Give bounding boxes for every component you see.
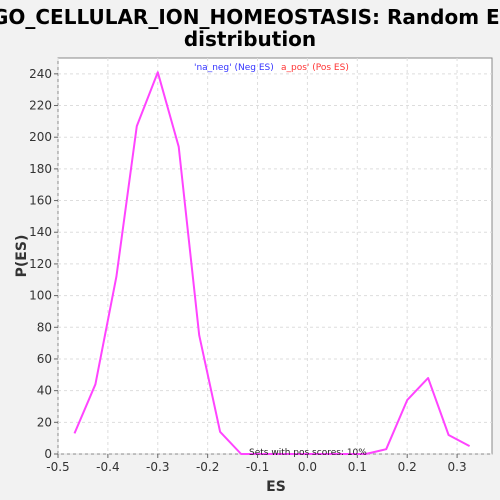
y-tick-label: 240 — [29, 67, 52, 81]
x-tick-label: 0.2 — [398, 460, 417, 474]
x-tick-label: -0.4 — [96, 460, 119, 474]
y-tick-label: 80 — [37, 320, 52, 334]
series-line — [73, 71, 471, 455]
y-tick-label: 160 — [29, 194, 52, 208]
legend-neg-es: 'na_neg' (Neg ES) — [194, 63, 274, 73]
y-tick-label: 180 — [29, 162, 52, 176]
y-axis-label: P(ES) — [14, 235, 30, 278]
y-tick-label: 120 — [29, 257, 52, 271]
x-tick-label: 0.1 — [348, 460, 367, 474]
sets-pos-scores-annotation: Sets with pos scores: 10% — [249, 448, 367, 458]
series-es-distribution — [73, 71, 471, 455]
x-tick-label: -0.5 — [46, 460, 69, 474]
x-tick-label: -0.3 — [146, 460, 169, 474]
x-tick-label: 0.0 — [298, 460, 317, 474]
x-tick-label: -0.1 — [246, 460, 269, 474]
chart-title-line-1: GO_CELLULAR_ION_HOMEOSTASIS: Random ES — [0, 5, 500, 29]
y-tick-label: 200 — [29, 130, 52, 144]
y-tick-label: 60 — [37, 352, 52, 366]
y-tick-label: 20 — [37, 415, 52, 429]
y-tick-label: 220 — [29, 99, 52, 113]
legend-pos-es: a_pos' (Pos ES) — [281, 63, 349, 73]
grid — [57, 58, 492, 455]
chart-title-line-2: distribution — [184, 27, 316, 51]
y-axis-ticks: 0 20 40 60 80 100 120 140 160 180 200 220 240 — [29, 67, 58, 461]
y-tick-label: 140 — [29, 225, 52, 239]
x-tick-label: 0.3 — [448, 460, 467, 474]
x-axis-label: ES — [266, 479, 286, 495]
y-tick-label: 0 — [44, 447, 52, 461]
y-tick-label: 40 — [37, 384, 52, 398]
y-tick-label: 100 — [29, 289, 52, 303]
x-tick-label: -0.2 — [196, 460, 219, 474]
x-axis-ticks: -0.5 -0.4 -0.3 -0.2 -0.1 0.0 0.1 0.2 0.3 — [46, 454, 467, 474]
plot-area — [57, 57, 493, 455]
